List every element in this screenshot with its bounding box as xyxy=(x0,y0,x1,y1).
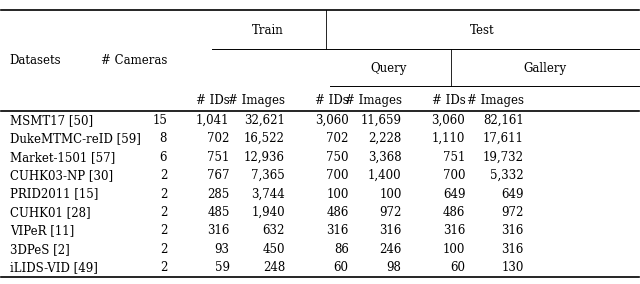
Text: 316: 316 xyxy=(207,224,230,237)
Text: 316: 316 xyxy=(379,224,401,237)
Text: 285: 285 xyxy=(207,187,230,201)
Text: Market-1501 [57]: Market-1501 [57] xyxy=(10,151,115,164)
Text: 8: 8 xyxy=(160,132,167,145)
Text: 3,368: 3,368 xyxy=(368,151,401,164)
Text: 6: 6 xyxy=(159,151,167,164)
Text: 486: 486 xyxy=(443,206,465,219)
Text: 450: 450 xyxy=(262,243,285,256)
Text: 5,332: 5,332 xyxy=(490,169,524,182)
Text: 486: 486 xyxy=(326,206,349,219)
Text: 2: 2 xyxy=(160,169,167,182)
Text: 1,940: 1,940 xyxy=(252,206,285,219)
Text: 100: 100 xyxy=(443,243,465,256)
Text: Query: Query xyxy=(371,62,406,75)
Text: 972: 972 xyxy=(379,206,401,219)
Text: 316: 316 xyxy=(326,224,349,237)
Text: 11,659: 11,659 xyxy=(360,114,401,127)
Text: 702: 702 xyxy=(326,132,349,145)
Text: 3DPeS [2]: 3DPeS [2] xyxy=(10,243,69,256)
Text: 485: 485 xyxy=(207,206,230,219)
Text: 32,621: 32,621 xyxy=(244,114,285,127)
Text: VIPeR [11]: VIPeR [11] xyxy=(10,224,74,237)
Text: 100: 100 xyxy=(379,187,401,201)
Text: 2: 2 xyxy=(160,243,167,256)
Text: 100: 100 xyxy=(326,187,349,201)
Text: 649: 649 xyxy=(501,187,524,201)
Text: Test: Test xyxy=(470,24,495,37)
Text: 649: 649 xyxy=(443,187,465,201)
Text: 2: 2 xyxy=(160,206,167,219)
Text: 2,228: 2,228 xyxy=(368,132,401,145)
Text: 632: 632 xyxy=(262,224,285,237)
Text: CUHK01 [28]: CUHK01 [28] xyxy=(10,206,90,219)
Text: # Cameras: # Cameras xyxy=(100,54,167,67)
Text: 130: 130 xyxy=(502,261,524,274)
Text: 2: 2 xyxy=(160,261,167,274)
Text: # Images: # Images xyxy=(467,94,524,107)
Text: 316: 316 xyxy=(502,224,524,237)
Text: 751: 751 xyxy=(207,151,230,164)
Text: 60: 60 xyxy=(333,261,349,274)
Text: 86: 86 xyxy=(334,243,349,256)
Text: 246: 246 xyxy=(379,243,401,256)
Text: 93: 93 xyxy=(214,243,230,256)
Text: # Images: # Images xyxy=(228,94,285,107)
Text: 316: 316 xyxy=(502,243,524,256)
Text: # Images: # Images xyxy=(344,94,401,107)
Text: 7,365: 7,365 xyxy=(252,169,285,182)
Text: # IDs: # IDs xyxy=(196,94,230,107)
Text: 751: 751 xyxy=(443,151,465,164)
Text: DukeMTMC-reID [59]: DukeMTMC-reID [59] xyxy=(10,132,141,145)
Text: 59: 59 xyxy=(214,261,230,274)
Text: 767: 767 xyxy=(207,169,230,182)
Text: 60: 60 xyxy=(451,261,465,274)
Text: 3,744: 3,744 xyxy=(252,187,285,201)
Text: Train: Train xyxy=(252,24,284,37)
Text: Gallery: Gallery xyxy=(523,62,566,75)
Text: 1,110: 1,110 xyxy=(432,132,465,145)
Text: 248: 248 xyxy=(262,261,285,274)
Text: # IDs: # IDs xyxy=(315,94,349,107)
Text: 1,400: 1,400 xyxy=(368,169,401,182)
Text: 700: 700 xyxy=(326,169,349,182)
Text: 19,732: 19,732 xyxy=(483,151,524,164)
Text: PRID2011 [15]: PRID2011 [15] xyxy=(10,187,98,201)
Text: Datasets: Datasets xyxy=(10,54,61,67)
Text: 16,522: 16,522 xyxy=(244,132,285,145)
Text: # IDs: # IDs xyxy=(431,94,465,107)
Text: 82,161: 82,161 xyxy=(483,114,524,127)
Text: 12,936: 12,936 xyxy=(244,151,285,164)
Text: MSMT17 [50]: MSMT17 [50] xyxy=(10,114,93,127)
Text: 700: 700 xyxy=(443,169,465,182)
Text: 3,060: 3,060 xyxy=(315,114,349,127)
Text: iLIDS-VID [49]: iLIDS-VID [49] xyxy=(10,261,97,274)
Text: 2: 2 xyxy=(160,187,167,201)
Text: 3,060: 3,060 xyxy=(431,114,465,127)
Text: 98: 98 xyxy=(387,261,401,274)
Text: 972: 972 xyxy=(502,206,524,219)
Text: 17,611: 17,611 xyxy=(483,132,524,145)
Text: 316: 316 xyxy=(443,224,465,237)
Text: CUHK03-NP [30]: CUHK03-NP [30] xyxy=(10,169,113,182)
Text: 1,041: 1,041 xyxy=(196,114,230,127)
Text: 15: 15 xyxy=(152,114,167,127)
Text: 750: 750 xyxy=(326,151,349,164)
Text: 2: 2 xyxy=(160,224,167,237)
Text: 702: 702 xyxy=(207,132,230,145)
